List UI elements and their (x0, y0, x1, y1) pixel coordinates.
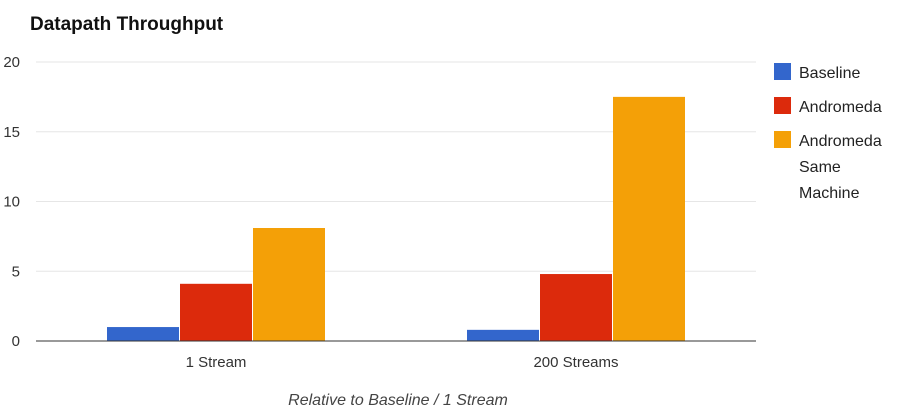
legend-swatch (774, 131, 791, 148)
bar-andromeda-same-machine-1-stream (253, 228, 325, 341)
legend-label-line: Baseline (799, 65, 860, 82)
legend-label-line: Andromeda (799, 133, 882, 150)
y-tick-label: 10 (3, 194, 20, 211)
bar-baseline-200-streams (467, 329, 539, 341)
x-axis-label: Relative to Baseline / 1 Stream (288, 392, 508, 409)
chart-title: Datapath Throughput (30, 14, 224, 35)
legend-label: Andromeda Same Machine (799, 133, 882, 202)
legend-label-line: Andromeda (799, 99, 882, 116)
legend-swatch (774, 63, 791, 80)
legend: Baseline Andromeda Andromeda Same Machine (774, 63, 882, 202)
x-category-label: 1 Stream (186, 354, 247, 371)
bar-andromeda-same-machine-200-streams (613, 96, 685, 341)
y-tick-label: 0 (12, 333, 20, 350)
y-tick-label: 15 (3, 124, 20, 141)
x-category-label: 200 Streams (533, 354, 618, 371)
legend-item: Andromeda (774, 97, 882, 116)
legend-label: Baseline (799, 65, 860, 82)
legend-label-line: Same (799, 159, 841, 176)
legend-swatch (774, 97, 791, 114)
legend-item: Baseline (774, 63, 860, 82)
y-tick-label: 20 (3, 54, 20, 71)
y-axis-ticks: 0 5 10 15 20 (3, 54, 20, 350)
x-axis-categories: 1 Stream 200 Streams (186, 354, 619, 371)
legend-item: Andromeda Same Machine (774, 131, 882, 202)
bar-andromeda-200-streams (540, 274, 612, 341)
legend-label: Andromeda (799, 99, 882, 116)
y-tick-label: 5 (12, 263, 20, 280)
bars (107, 96, 685, 341)
bar-baseline-1-stream (107, 327, 179, 341)
legend-label-line: Machine (799, 185, 860, 202)
bar-andromeda-1-stream (180, 283, 252, 341)
